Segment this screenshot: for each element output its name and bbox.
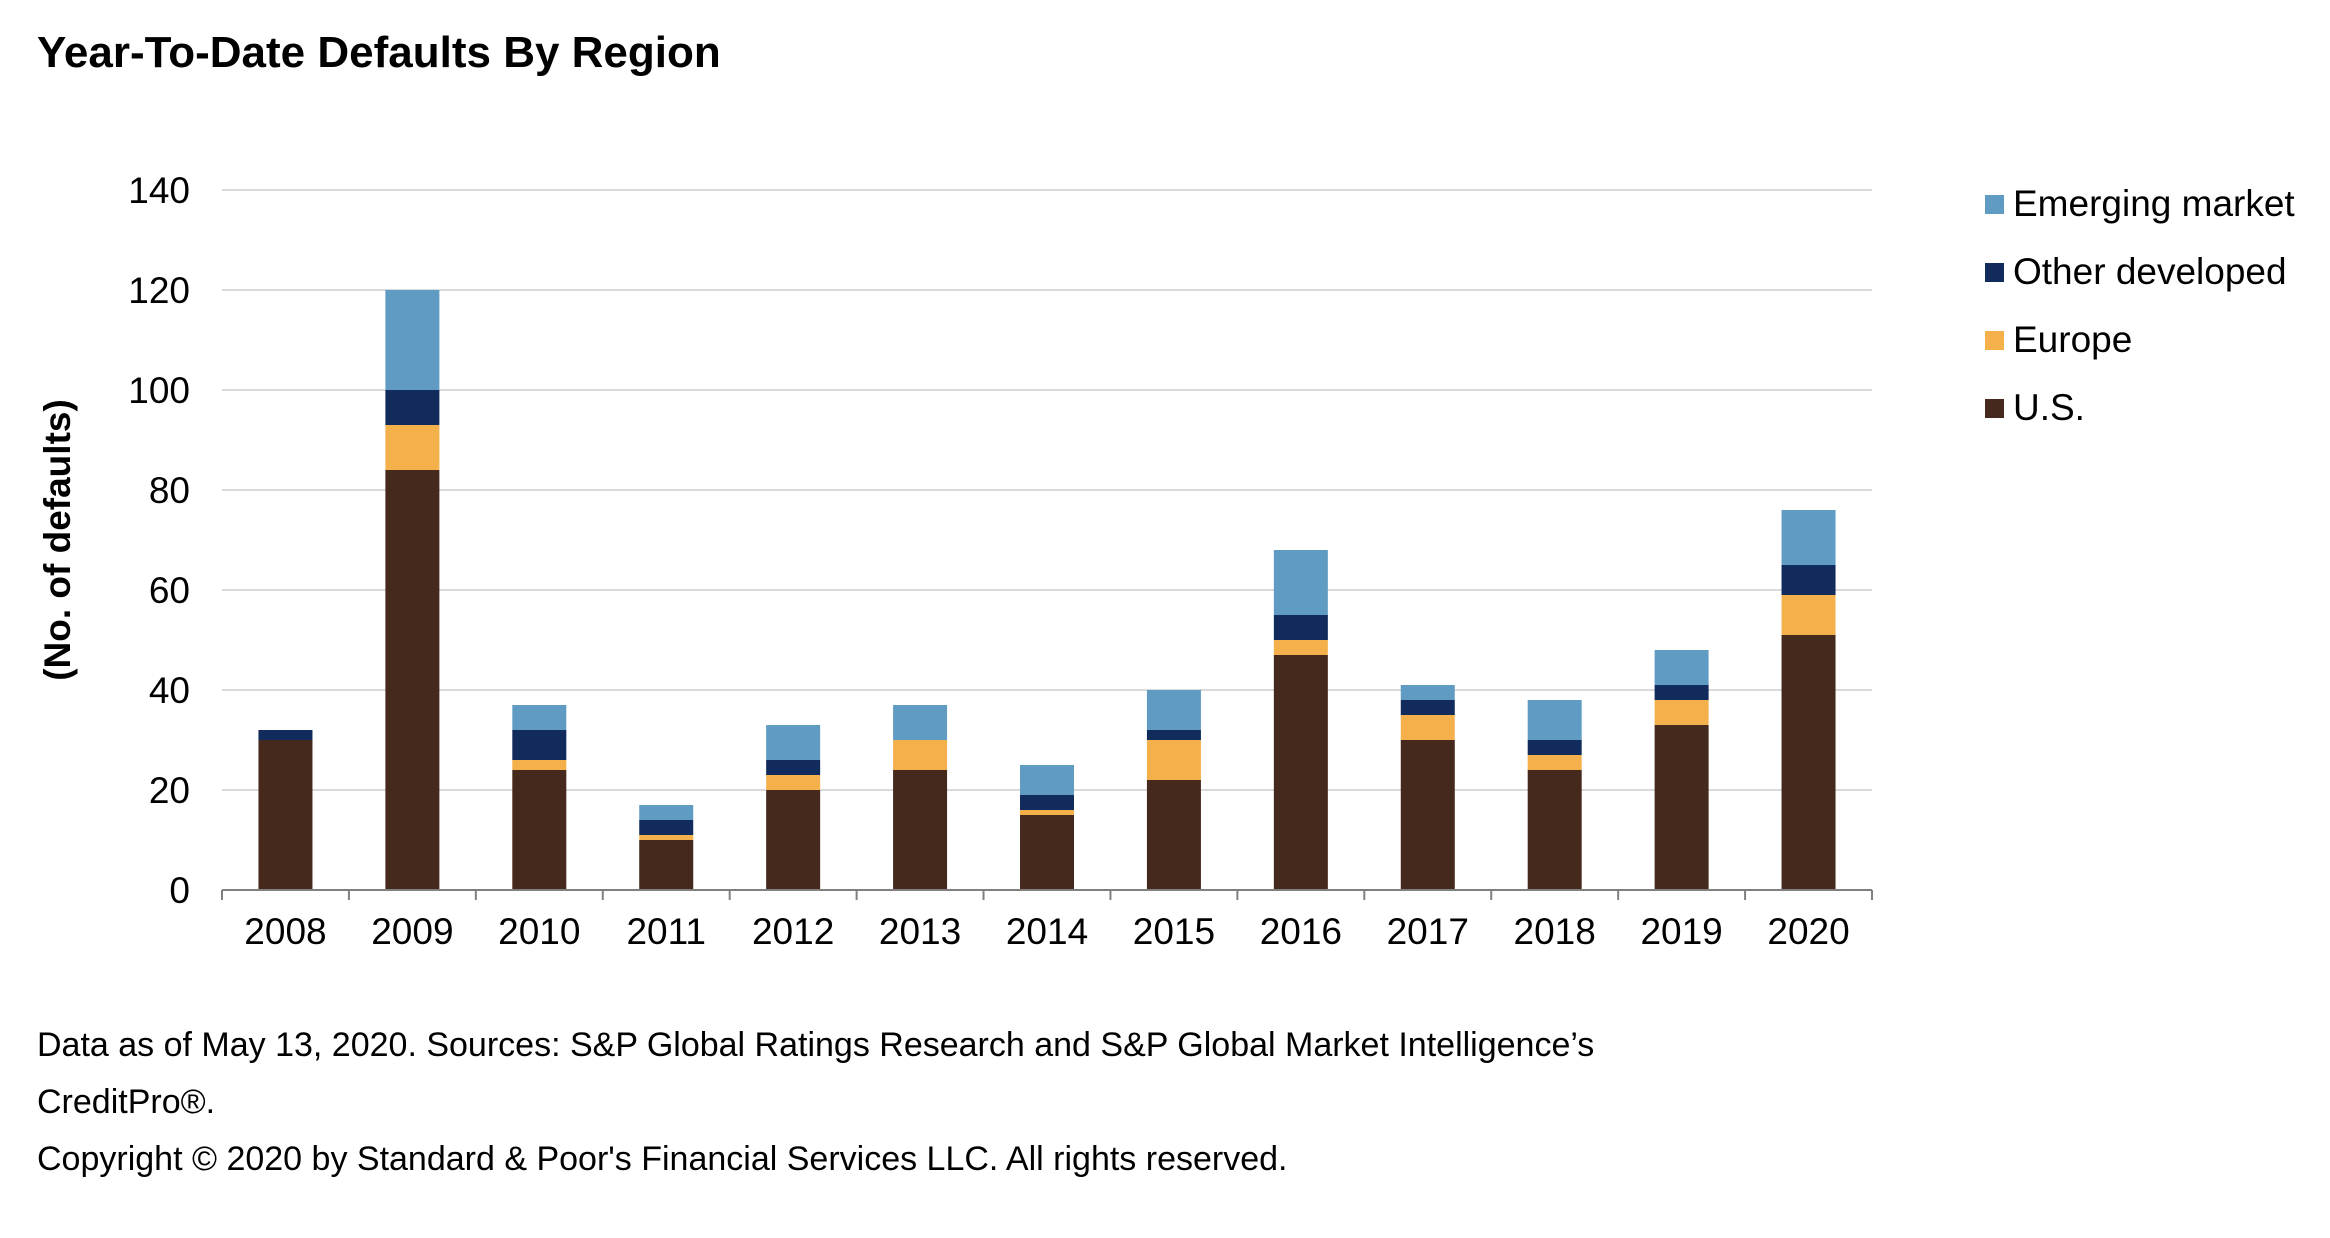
x-tick-label: 2008 bbox=[244, 911, 326, 952]
y-tick-label: 140 bbox=[128, 170, 190, 211]
bar-europe-2014 bbox=[1020, 810, 1074, 815]
x-tick-label: 2018 bbox=[1514, 911, 1596, 952]
bar-emerging-market-2014 bbox=[1020, 765, 1074, 795]
bar-europe-2011 bbox=[639, 835, 694, 840]
x-tick-label: 2015 bbox=[1133, 911, 1215, 952]
bar-u-s-2019 bbox=[1654, 725, 1709, 890]
legend-label: Other developed bbox=[2013, 251, 2287, 292]
bar-emerging-market-2011 bbox=[639, 805, 694, 820]
bar-other-developed-2010 bbox=[512, 730, 567, 760]
x-tick-label: 2011 bbox=[626, 911, 706, 952]
x-tick-label: 2012 bbox=[752, 911, 834, 952]
bar-u-s-2012 bbox=[766, 790, 821, 890]
bar-u-s-2018 bbox=[1527, 770, 1582, 890]
bar-europe-2018 bbox=[1527, 755, 1582, 770]
bar-emerging-market-2013 bbox=[893, 705, 948, 740]
legend-label: Europe bbox=[2013, 319, 2133, 360]
bar-other-developed-2014 bbox=[1020, 795, 1074, 810]
bar-emerging-market-2019 bbox=[1654, 650, 1709, 685]
y-tick-label: 120 bbox=[128, 270, 190, 311]
bar-u-s-2008 bbox=[258, 740, 313, 890]
legend-swatch bbox=[1985, 194, 2004, 214]
bar-emerging-market-2018 bbox=[1527, 700, 1582, 740]
bar-europe-2019 bbox=[1654, 700, 1709, 725]
bar-emerging-market-2012 bbox=[766, 725, 821, 760]
y-tick-label: 100 bbox=[128, 370, 190, 411]
axis-labels: 0 20 40 60 80 100 120 140 2008 2009 2010 2011 2012 20… bbox=[37, 170, 1850, 952]
bar-other-developed-2018 bbox=[1527, 740, 1582, 755]
axes bbox=[221, 889, 1873, 900]
footnote-copyright: Copyright © 2020 by Standard & Poor's Fi… bbox=[37, 1140, 1288, 1178]
bar-other-developed-2019 bbox=[1654, 685, 1709, 700]
bar-other-developed-2016 bbox=[1273, 615, 1328, 640]
bar-europe-2015 bbox=[1146, 740, 1201, 780]
bar-other-developed-2009 bbox=[385, 390, 440, 425]
x-tick-label: 2009 bbox=[371, 911, 453, 952]
bar-europe-2013 bbox=[893, 740, 948, 770]
bar-europe-2016 bbox=[1273, 640, 1328, 655]
bar-other-developed-2011 bbox=[639, 820, 694, 835]
legend-item: U.S. bbox=[1985, 387, 2085, 428]
bar-u-s-2010 bbox=[512, 770, 567, 890]
y-tick-label: 80 bbox=[149, 470, 190, 511]
legend-item: Other developed bbox=[1985, 251, 2287, 292]
bar-europe-2020 bbox=[1781, 595, 1836, 635]
legend-item: Europe bbox=[1985, 319, 2133, 360]
x-tick-label: 2010 bbox=[498, 911, 580, 952]
legend-swatch bbox=[1985, 330, 2004, 350]
bar-europe-2012 bbox=[766, 775, 821, 790]
footnote-source-cont: CreditPro®. bbox=[37, 1083, 216, 1121]
bar-emerging-market-2015 bbox=[1146, 690, 1201, 730]
legend-item: Emerging market bbox=[1985, 183, 2295, 224]
bar-other-developed-2017 bbox=[1400, 700, 1455, 715]
bar-u-s-2014 bbox=[1020, 815, 1074, 890]
bar-europe-2010 bbox=[512, 760, 567, 770]
y-tick-label: 60 bbox=[149, 570, 190, 611]
bar-europe-2009 bbox=[385, 425, 440, 470]
legend-swatch bbox=[1985, 262, 2004, 282]
bar-u-s-2016 bbox=[1273, 655, 1328, 890]
bar-other-developed-2012 bbox=[766, 760, 821, 775]
footnote-source: Data as of May 13, 2020. Sources: S&P Gl… bbox=[37, 1026, 1595, 1064]
bar-emerging-market-2016 bbox=[1273, 550, 1328, 615]
legend-label: Emerging market bbox=[2013, 183, 2295, 224]
y-tick-label: 40 bbox=[149, 670, 190, 711]
y-tick-label: 20 bbox=[149, 770, 190, 811]
x-tick-label: 2019 bbox=[1640, 911, 1722, 952]
bar-emerging-market-2009 bbox=[385, 290, 440, 390]
x-tick-label: 2016 bbox=[1260, 911, 1342, 952]
gridlines bbox=[222, 189, 1872, 791]
bar-emerging-market-2010 bbox=[512, 705, 567, 730]
bar-other-developed-2015 bbox=[1146, 730, 1201, 740]
bars bbox=[258, 290, 1836, 890]
bar-u-s-2013 bbox=[893, 770, 948, 890]
bar-u-s-2015 bbox=[1146, 780, 1201, 890]
bar-other-developed-2008 bbox=[258, 730, 313, 740]
bar-other-developed-2020 bbox=[1781, 565, 1836, 595]
legend-swatch bbox=[1985, 398, 2004, 418]
x-tick-label: 2020 bbox=[1767, 911, 1849, 952]
legend-label: U.S. bbox=[2013, 387, 2085, 428]
x-tick-label: 2017 bbox=[1387, 911, 1469, 952]
bar-u-s-2020 bbox=[1781, 635, 1836, 890]
bar-u-s-2011 bbox=[639, 840, 694, 890]
bar-u-s-2017 bbox=[1400, 740, 1455, 890]
y-axis-title: (No. of defaults) bbox=[37, 399, 78, 681]
bar-europe-2017 bbox=[1400, 715, 1455, 740]
x-tick-label: 2013 bbox=[879, 911, 961, 952]
bar-emerging-market-2020 bbox=[1781, 510, 1836, 565]
bar-emerging-market-2017 bbox=[1400, 685, 1455, 700]
bar-u-s-2009 bbox=[385, 470, 440, 890]
x-tick-label: 2014 bbox=[1006, 911, 1088, 952]
y-tick-label: 0 bbox=[169, 870, 190, 911]
chart-title: Year-To-Date Defaults By Region bbox=[37, 28, 721, 77]
